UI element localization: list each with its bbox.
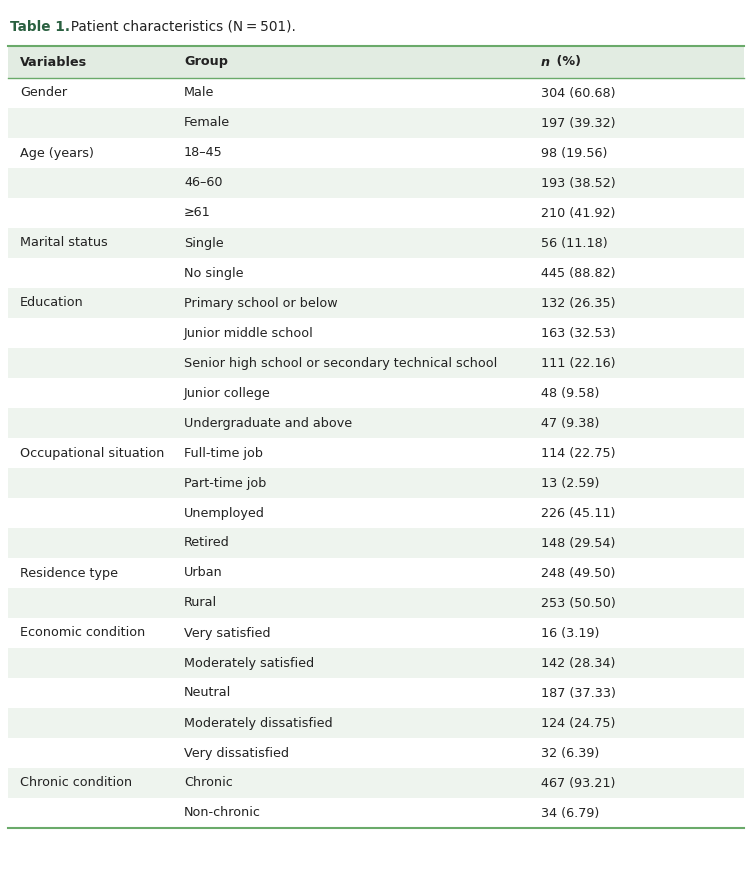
Text: 197 (39.32): 197 (39.32) xyxy=(541,116,615,130)
Text: Gender: Gender xyxy=(20,86,67,100)
Text: n: n xyxy=(541,56,550,69)
Text: 98 (19.56): 98 (19.56) xyxy=(541,146,608,160)
Bar xyxy=(8,348,744,378)
Text: Female: Female xyxy=(184,116,230,130)
Bar xyxy=(8,318,744,348)
Text: Economic condition: Economic condition xyxy=(20,626,145,639)
Text: Chronic: Chronic xyxy=(184,776,232,789)
Text: Retired: Retired xyxy=(184,536,229,549)
Text: Senior high school or secondary technical school: Senior high school or secondary technica… xyxy=(184,356,497,370)
Text: Group: Group xyxy=(184,56,228,69)
Text: 445 (88.82): 445 (88.82) xyxy=(541,266,615,280)
Bar xyxy=(8,468,744,498)
Text: Table 1.: Table 1. xyxy=(10,20,70,34)
Text: 253 (50.50): 253 (50.50) xyxy=(541,596,616,609)
Text: Primary school or below: Primary school or below xyxy=(184,296,338,310)
Bar xyxy=(8,498,744,528)
Text: Moderately satisfied: Moderately satisfied xyxy=(184,656,314,669)
Text: 132 (26.35): 132 (26.35) xyxy=(541,296,615,310)
Text: Very dissatisfied: Very dissatisfied xyxy=(184,746,289,759)
Bar xyxy=(8,138,744,168)
Text: Education: Education xyxy=(20,296,83,310)
Text: 114 (22.75): 114 (22.75) xyxy=(541,446,615,460)
Bar xyxy=(8,588,744,618)
Bar xyxy=(8,558,744,588)
Bar xyxy=(8,8,744,46)
Text: 56 (11.18): 56 (11.18) xyxy=(541,236,608,250)
Text: 34 (6.79): 34 (6.79) xyxy=(541,806,599,819)
Text: Male: Male xyxy=(184,86,214,100)
Bar xyxy=(8,46,744,78)
Text: Non-chronic: Non-chronic xyxy=(184,806,261,819)
Bar xyxy=(8,768,744,798)
Bar xyxy=(8,408,744,438)
Text: Urban: Urban xyxy=(184,566,223,579)
Text: 124 (24.75): 124 (24.75) xyxy=(541,716,615,729)
Text: 142 (28.34): 142 (28.34) xyxy=(541,656,615,669)
Text: Age (years): Age (years) xyxy=(20,146,94,160)
Bar xyxy=(8,378,744,408)
Text: 467 (93.21): 467 (93.21) xyxy=(541,776,615,789)
Text: 16 (3.19): 16 (3.19) xyxy=(541,626,599,639)
Bar xyxy=(8,198,744,228)
Text: Very satisfied: Very satisfied xyxy=(184,626,271,639)
Text: ≥61: ≥61 xyxy=(184,206,211,220)
Bar xyxy=(8,288,744,318)
Text: 47 (9.38): 47 (9.38) xyxy=(541,416,599,430)
Bar xyxy=(8,798,744,828)
Bar xyxy=(8,528,744,558)
Text: Junior middle school: Junior middle school xyxy=(184,326,314,340)
Bar xyxy=(8,618,744,648)
Bar xyxy=(8,78,744,108)
Text: 226 (45.11): 226 (45.11) xyxy=(541,506,615,519)
Text: 193 (38.52): 193 (38.52) xyxy=(541,176,616,190)
Text: Part-time job: Part-time job xyxy=(184,476,266,490)
Bar xyxy=(8,648,744,678)
Bar xyxy=(8,678,744,708)
Text: 18–45: 18–45 xyxy=(184,146,223,160)
Bar xyxy=(8,438,744,468)
Text: Neutral: Neutral xyxy=(184,686,231,699)
Text: 46–60: 46–60 xyxy=(184,176,223,190)
Bar xyxy=(8,258,744,288)
Text: 210 (41.92): 210 (41.92) xyxy=(541,206,615,220)
Text: Single: Single xyxy=(184,236,223,250)
Text: Junior college: Junior college xyxy=(184,386,271,400)
Text: Undergraduate and above: Undergraduate and above xyxy=(184,416,352,430)
Bar xyxy=(8,108,744,138)
Text: (%): (%) xyxy=(552,56,581,69)
Text: Unemployed: Unemployed xyxy=(184,506,265,519)
Text: 111 (22.16): 111 (22.16) xyxy=(541,356,615,370)
Bar xyxy=(8,738,744,768)
Text: 148 (29.54): 148 (29.54) xyxy=(541,536,615,549)
Text: Chronic condition: Chronic condition xyxy=(20,776,132,789)
Text: Variables: Variables xyxy=(20,56,87,69)
Bar xyxy=(8,708,744,738)
Text: Patient characteristics (N = 501).: Patient characteristics (N = 501). xyxy=(62,20,296,34)
Text: 163 (32.53): 163 (32.53) xyxy=(541,326,616,340)
Text: 187 (37.33): 187 (37.33) xyxy=(541,686,616,699)
Text: Moderately dissatisfied: Moderately dissatisfied xyxy=(184,716,332,729)
Text: No single: No single xyxy=(184,266,244,280)
Bar xyxy=(8,228,744,258)
Bar xyxy=(8,168,744,198)
Text: Occupational situation: Occupational situation xyxy=(20,446,164,460)
Text: Full-time job: Full-time job xyxy=(184,446,263,460)
Text: Residence type: Residence type xyxy=(20,566,118,579)
Text: Rural: Rural xyxy=(184,596,217,609)
Text: 48 (9.58): 48 (9.58) xyxy=(541,386,599,400)
Text: 32 (6.39): 32 (6.39) xyxy=(541,746,599,759)
Text: 13 (2.59): 13 (2.59) xyxy=(541,476,599,490)
Text: 304 (60.68): 304 (60.68) xyxy=(541,86,615,100)
Text: Marital status: Marital status xyxy=(20,236,108,250)
Text: 248 (49.50): 248 (49.50) xyxy=(541,566,615,579)
